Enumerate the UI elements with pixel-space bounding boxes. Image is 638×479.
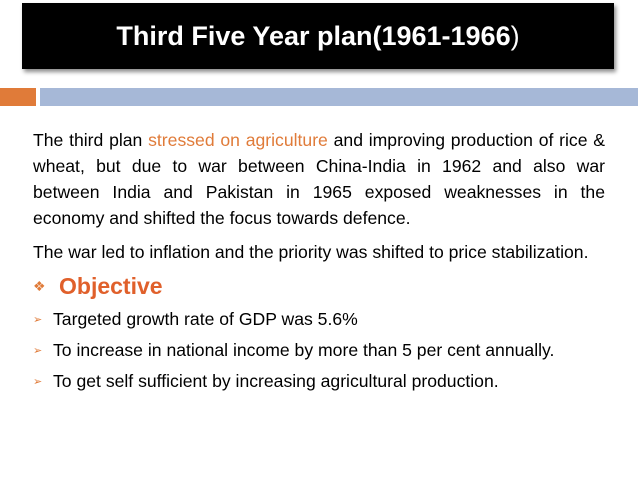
slide-title-text: Third Five Year plan(1961-1966 — [116, 20, 511, 51]
paragraph-1: The third plan stressed on agriculture a… — [33, 127, 605, 231]
list-item: ➢ Targeted growth rate of GDP was 5.6% — [33, 306, 605, 333]
accent-bar-blue — [40, 88, 638, 106]
list-item: ➢ To get self sufficient by increasing a… — [33, 368, 605, 395]
objective-heading: Objective — [59, 273, 163, 299]
list-item-text: To get self sufficient by increasing agr… — [53, 371, 499, 391]
title-bar: Third Five Year plan(1961-1966) — [22, 3, 614, 69]
slide-body: The third plan stressed on agriculture a… — [33, 127, 605, 399]
list-item-text: Targeted growth rate of GDP was 5.6% — [53, 309, 358, 329]
paragraph-2: The war led to inflation and the priorit… — [33, 242, 589, 262]
paragraph-1-highlight: stressed on agriculture — [148, 130, 328, 150]
list-item: ➢ To increase in national income by more… — [33, 337, 605, 364]
slide-title-close-paren: ) — [510, 20, 520, 51]
paragraph-1-end: and improving production of rice & wheat… — [33, 130, 605, 228]
list-item-text: To increase in national income by more t… — [53, 340, 555, 360]
diamond-bullet-icon: ❖ — [33, 278, 46, 294]
arrow-bullet-icon: ➢ — [33, 314, 43, 326]
accent-bar-orange — [0, 88, 36, 106]
arrow-bullet-icon: ➢ — [33, 376, 43, 388]
paragraph-1-start: The third plan — [33, 130, 149, 150]
arrow-bullet-icon: ➢ — [33, 345, 43, 357]
slide-title: Third Five Year plan(1961-1966) — [22, 3, 614, 69]
objective-heading-row: ❖ Objective — [33, 273, 605, 300]
